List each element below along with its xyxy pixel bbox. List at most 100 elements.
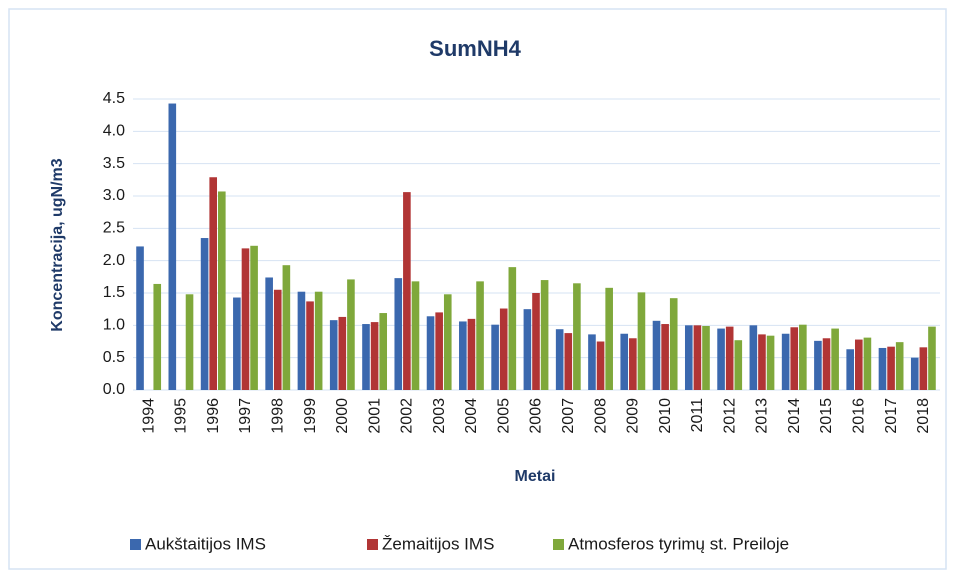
bar xyxy=(629,338,637,390)
x-tick-label: 2002 xyxy=(399,398,416,434)
bar xyxy=(822,338,831,390)
legend-label: Atmosferos tyrimų st. Preiloje xyxy=(568,534,789,553)
bar xyxy=(314,291,323,390)
bar xyxy=(758,334,766,390)
bar xyxy=(443,294,452,390)
bar xyxy=(895,342,904,390)
bar xyxy=(854,339,863,390)
y-axis-label: Koncentracija, ugN/m3 xyxy=(49,158,66,331)
bar xyxy=(394,278,403,390)
bar xyxy=(734,340,743,390)
bar xyxy=(928,326,936,390)
bar xyxy=(799,324,807,390)
bar xyxy=(523,309,532,390)
x-tick-label: 2005 xyxy=(495,398,512,434)
x-tick-label: 2018 xyxy=(915,398,932,434)
bar xyxy=(435,312,443,390)
x-tick-label: 2009 xyxy=(625,398,642,434)
y-tick-label: 4.5 xyxy=(103,90,125,107)
bar xyxy=(200,238,209,390)
legend-swatch xyxy=(367,539,378,550)
bar xyxy=(564,333,573,390)
legend-swatch xyxy=(553,539,564,550)
bar xyxy=(652,320,661,390)
bar xyxy=(596,341,605,390)
bar xyxy=(766,335,775,390)
x-tick-label: 2001 xyxy=(366,398,383,434)
bar xyxy=(508,267,517,390)
bar xyxy=(241,248,250,390)
y-tick-label: 0.0 xyxy=(103,381,125,398)
x-tick-label: 2014 xyxy=(786,398,803,434)
x-tick-label: 2017 xyxy=(883,398,900,434)
x-tick-label: 1995 xyxy=(173,398,190,434)
bar xyxy=(702,325,710,390)
bar xyxy=(878,347,887,390)
bar xyxy=(540,280,549,390)
bar xyxy=(573,283,581,390)
bar xyxy=(717,328,725,390)
x-tick-label: 2015 xyxy=(818,398,835,434)
bar xyxy=(669,298,678,390)
x-tick-label: 2008 xyxy=(592,398,609,434)
y-tick-label: 4.0 xyxy=(103,123,125,140)
bar xyxy=(250,245,258,390)
bar xyxy=(411,281,420,390)
x-tick-label: 2007 xyxy=(560,398,577,434)
bar xyxy=(459,321,467,390)
y-tick-label: 3.5 xyxy=(103,155,125,172)
bar xyxy=(725,326,734,390)
legend-label: Žemaitijos IMS xyxy=(382,534,494,553)
bar xyxy=(370,322,379,390)
bar xyxy=(555,329,564,390)
bar xyxy=(749,325,758,390)
bar xyxy=(233,297,241,390)
bar xyxy=(265,277,273,390)
x-tick-label: 1996 xyxy=(205,398,222,434)
bar xyxy=(661,324,669,390)
x-tick-label: 2013 xyxy=(754,398,771,434)
legend-label: Aukštaitijos IMS xyxy=(145,534,266,553)
y-tick-label: 3.0 xyxy=(103,187,125,204)
legend-swatch xyxy=(130,539,141,550)
bar xyxy=(136,246,144,390)
bar xyxy=(282,265,291,390)
y-tick-label: 1.5 xyxy=(103,284,125,301)
bar xyxy=(347,279,355,390)
y-tick-label: 0.5 xyxy=(103,349,125,366)
bar xyxy=(329,320,338,390)
bar xyxy=(499,308,508,390)
bar xyxy=(467,318,476,390)
x-tick-label: 2011 xyxy=(689,398,706,433)
bar xyxy=(863,337,872,390)
bar xyxy=(426,316,435,390)
x-tick-label: 1994 xyxy=(140,398,157,434)
bar xyxy=(684,325,693,390)
bar xyxy=(620,333,629,390)
bar xyxy=(476,281,484,390)
y-tick-label: 2.5 xyxy=(103,220,125,237)
x-axis-label: Metai xyxy=(515,468,556,485)
x-tick-label: 1998 xyxy=(269,398,286,434)
x-tick-label: 2004 xyxy=(463,398,480,434)
bar xyxy=(168,103,177,390)
bar xyxy=(588,334,596,390)
x-tick-label: 1997 xyxy=(237,398,254,434)
bar xyxy=(637,292,646,390)
bar xyxy=(297,291,306,390)
bar xyxy=(919,347,928,390)
y-tick-label: 2.0 xyxy=(103,252,125,269)
bar xyxy=(781,333,790,390)
y-tick-label: 1.0 xyxy=(103,317,125,334)
bar xyxy=(338,316,347,390)
x-tick-label: 1999 xyxy=(302,398,319,434)
bar xyxy=(218,191,226,390)
bar xyxy=(790,327,799,390)
bar xyxy=(209,177,218,390)
bar xyxy=(532,293,540,390)
bar xyxy=(379,313,388,390)
x-tick-label: 2003 xyxy=(431,398,448,434)
bar xyxy=(887,346,895,390)
x-tick-label: 2006 xyxy=(528,398,545,434)
